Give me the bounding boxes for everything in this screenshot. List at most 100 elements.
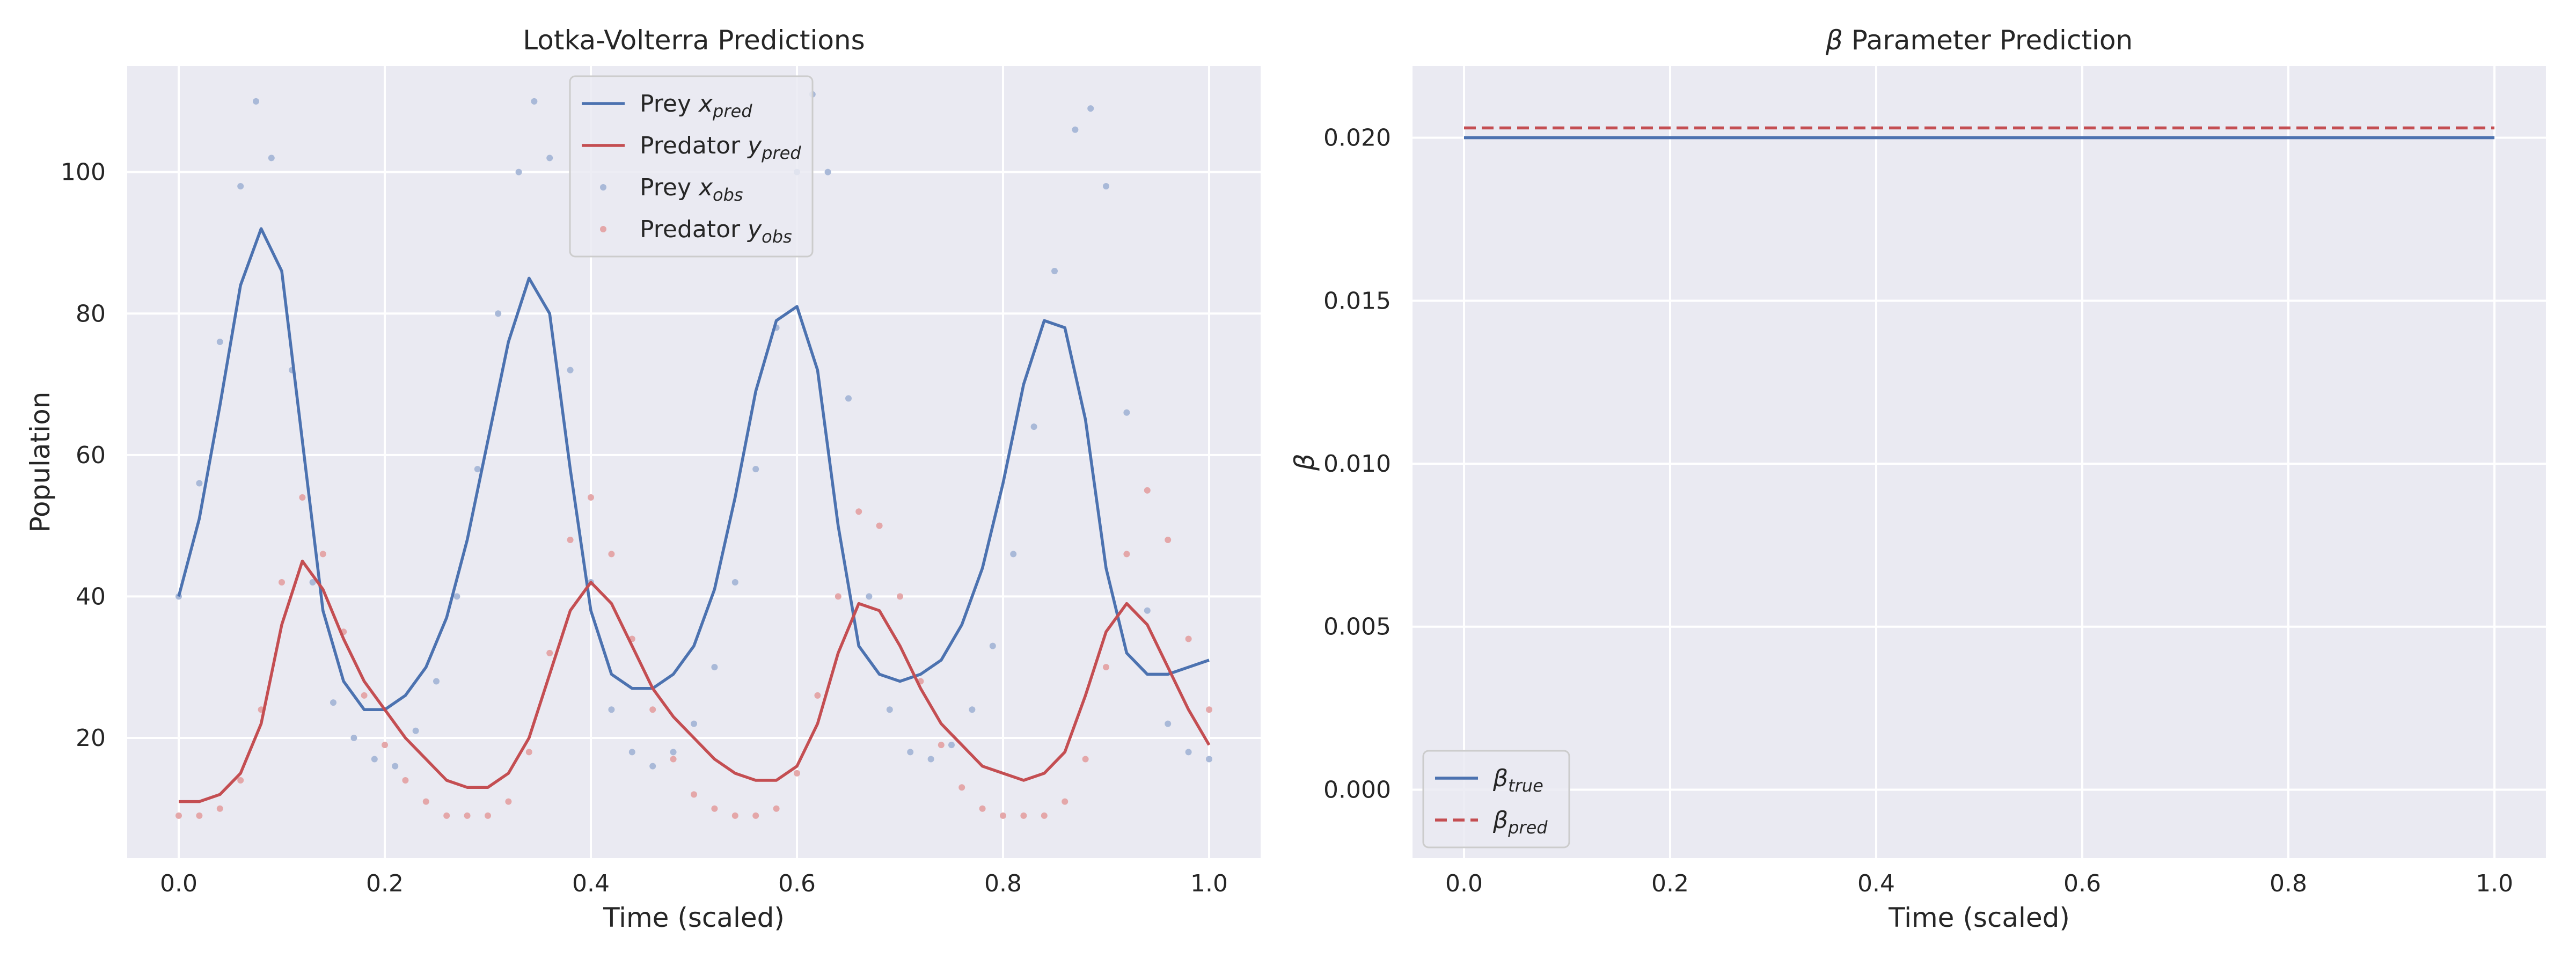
prey-x-obs-point <box>392 763 399 770</box>
prey-x-obs-point <box>433 678 440 685</box>
prey-x-obs-point <box>948 742 955 749</box>
predator-y-obs-point <box>485 812 491 819</box>
predator-y-obs-point <box>1165 536 1172 543</box>
predator-y-obs-point <box>361 692 368 699</box>
y-tick-label: 0.005 <box>1323 613 1391 641</box>
predator-y-obs-point <box>1041 812 1048 819</box>
predator-y-obs-point <box>835 593 841 600</box>
predator-y-obs-point <box>216 805 223 812</box>
prey-x-obs-point <box>845 395 852 402</box>
predator-y-obs-point <box>464 812 471 819</box>
prey-x-obs-point <box>1030 423 1037 430</box>
x-tick-label: 0.8 <box>984 870 1022 897</box>
prey-x-obs-point <box>237 183 244 190</box>
y-tick-label: 0.015 <box>1323 287 1391 314</box>
legend-label--true: βtrue <box>1492 765 1543 796</box>
prey-x-obs-point <box>1010 551 1017 558</box>
prey-x-obs-point <box>989 642 996 649</box>
prey-x-obs-point <box>691 720 697 727</box>
predator-y-obs-point <box>938 742 945 749</box>
y-tick-label: 0.020 <box>1323 125 1391 152</box>
legend-label-predator-y-obs: Predator yobs <box>640 216 792 247</box>
x-tick-label: 0.2 <box>1651 870 1689 897</box>
prey-x-obs-point <box>824 169 831 175</box>
prey-x-obs-point <box>1185 749 1192 756</box>
predator-y-obs-point <box>402 777 409 784</box>
prey-x-obs-point <box>216 338 223 345</box>
chart-title: β Parameter Prediction <box>1825 25 2133 56</box>
title-text: Parameter Prediction <box>1843 25 2133 56</box>
predator-y-obs-point <box>670 756 677 763</box>
x-tick-label: 0.8 <box>2270 870 2307 897</box>
predator-y-obs-point <box>196 812 203 819</box>
predator-y-obs-point <box>237 777 244 784</box>
legend-box <box>1422 750 1570 848</box>
predator-y-obs-point <box>567 536 574 543</box>
chart-title: Lotka-Volterra Predictions <box>523 25 865 56</box>
predator-y-obs-point <box>299 494 306 501</box>
predator-y-obs-point <box>979 805 986 812</box>
prey-x-obs-point <box>350 734 357 741</box>
y-tick-label: 40 <box>76 583 106 610</box>
predator-y-obs-point <box>711 805 718 812</box>
x-tick-label: 1.0 <box>1190 870 1228 897</box>
predator-y-obs-point <box>897 593 903 600</box>
predator-y-obs-point <box>608 551 615 558</box>
predator-y-obs-point <box>794 770 800 777</box>
tick-labels: 0.0 0.2 0.4 0.6 0.8 1.0 0.000 0.005 0.010 0.015 0.… <box>1323 125 2513 897</box>
beta-parameter-chart: 0.0 0.2 0.4 0.6 0.8 1.0 0.000 0.005 0.010 0.015 0.… <box>1289 25 2546 933</box>
prey-x-obs-point <box>1051 268 1058 275</box>
predator-y-obs-point <box>649 706 656 713</box>
y-tick-label: 100 <box>61 159 106 186</box>
predator-y-obs-point <box>443 812 450 819</box>
prey-x-obs-point <box>253 98 259 105</box>
legend: Prey xpred Predator ypred Prey xobs Predato… <box>569 75 814 258</box>
legend-box <box>569 75 814 258</box>
y-axis-label: Population <box>25 392 56 533</box>
series-layer <box>175 91 1212 819</box>
predator-y-obs-point <box>546 649 553 656</box>
predator-y-obs-point <box>731 812 738 819</box>
predator-y-pred-line <box>179 559 1211 803</box>
x-tick-label: 0.4 <box>572 870 610 897</box>
predator-y-obs-point <box>319 551 326 558</box>
prey-x-obs-point <box>196 480 203 487</box>
predator-y-obs-point <box>1103 664 1109 671</box>
predator-y-obs-point <box>588 494 594 501</box>
y-tick-label: 0.000 <box>1323 776 1391 803</box>
legend: βtrue βpred <box>1422 750 1570 848</box>
prey-x-obs-point <box>474 466 481 473</box>
predator-y-obs-point <box>691 791 697 798</box>
prey-x-obs-point <box>546 155 553 162</box>
x-tick-label: 0.4 <box>1857 870 1895 897</box>
predator-y-obs-point <box>382 742 388 749</box>
predator-y-obs-point <box>525 749 532 756</box>
prey-x-obs-point <box>608 706 615 713</box>
x-tick-label: 0.0 <box>160 870 197 897</box>
predator-y-obs-point <box>814 692 821 699</box>
predator-y-obs-point <box>1123 551 1130 558</box>
legend-marker-prey-x-obs <box>600 184 606 191</box>
series-layer <box>1464 126 2494 140</box>
x-axis-label: Time (scaled) <box>1888 902 2070 933</box>
prey-x-obs-point <box>495 310 502 317</box>
prey-x-obs-point <box>371 756 378 763</box>
prey-x-obs-point <box>1103 183 1109 190</box>
predator-y-obs-point <box>855 508 862 515</box>
x-axis-label: Time (scaled) <box>603 902 785 933</box>
prey-x-obs-point <box>515 169 522 175</box>
prey-x-obs-point <box>927 756 934 763</box>
predator-y-obs-point <box>876 522 883 529</box>
y-tick-label: 80 <box>76 300 106 327</box>
x-tick-label: 0.6 <box>2063 870 2101 897</box>
y-tick-label: 0.010 <box>1323 450 1391 478</box>
prey-x-obs-point <box>670 749 677 756</box>
prey-x-obs-point <box>969 706 976 713</box>
prey-x-obs-point <box>1087 105 1094 112</box>
predator-y-obs-point <box>958 784 965 791</box>
prey-x-obs-point <box>711 664 718 671</box>
prey-x-obs-point <box>649 763 656 770</box>
prey-x-obs-point <box>628 749 635 756</box>
prey-x-obs-point <box>752 466 759 473</box>
